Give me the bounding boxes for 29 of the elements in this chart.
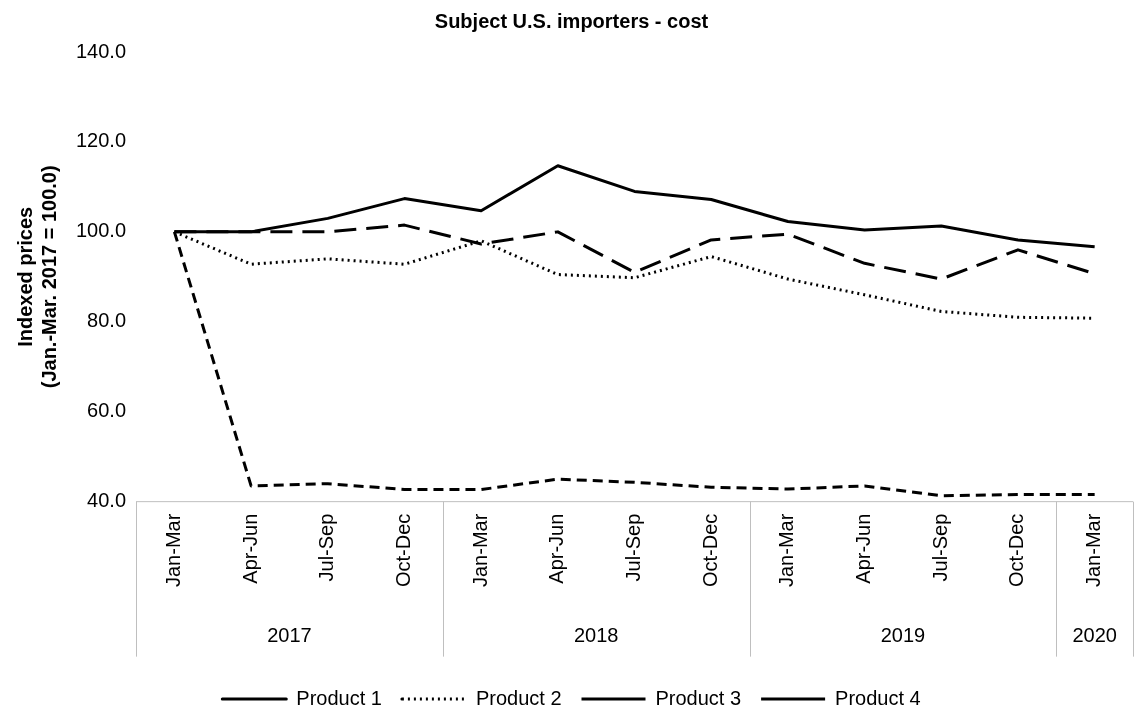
text: 2018 — [573, 624, 619, 647]
y-tick-label: 60.0 — [87, 399, 127, 422]
x-tick-label: Jul-Sep — [928, 513, 951, 582]
legend-label: Product 3 — [655, 686, 742, 709]
y-tick-label: 140.0 — [75, 39, 127, 62]
y-tick-label: 40.0 — [87, 489, 127, 512]
x-tick-label: Jan-Mar — [161, 513, 184, 588]
y-axis-title: Indexed prices (Jan.-Mar. 2017 = 100.0) — [13, 165, 60, 389]
x-tick-label: Jul-Sep — [315, 513, 338, 582]
text: 2017 — [267, 624, 312, 647]
y-tick-label: 80.0 — [87, 309, 127, 332]
x-tick-label: Jul-Sep — [622, 513, 645, 582]
y-tick-label: 100.0 — [75, 219, 127, 242]
x-tick-label: Oct-Dec — [1005, 513, 1028, 587]
legend-label: Product 1 — [296, 686, 382, 709]
text: 2020 — [1072, 624, 1117, 647]
legend-label: Product 4 — [835, 686, 921, 709]
x-tick-label: Apr-Jun — [238, 513, 261, 584]
x-tick-label: Oct-Dec — [391, 513, 414, 587]
chart-title: Subject U.S. importers - cost — [434, 9, 709, 32]
legend-label: Product 2 — [475, 686, 562, 709]
y-tick-label: 120.0 — [75, 129, 127, 152]
x-tick-label: Jan-Mar — [775, 513, 798, 588]
x-tick-label: Oct-Dec — [698, 513, 721, 587]
x-tick-label: Jan-Mar — [468, 513, 491, 588]
x-tick-label: Jan-Mar — [1082, 513, 1105, 588]
x-tick-label: Apr-Jun — [545, 513, 568, 584]
x-tick-label: Apr-Jun — [852, 513, 875, 584]
text: 2019 — [880, 624, 926, 647]
